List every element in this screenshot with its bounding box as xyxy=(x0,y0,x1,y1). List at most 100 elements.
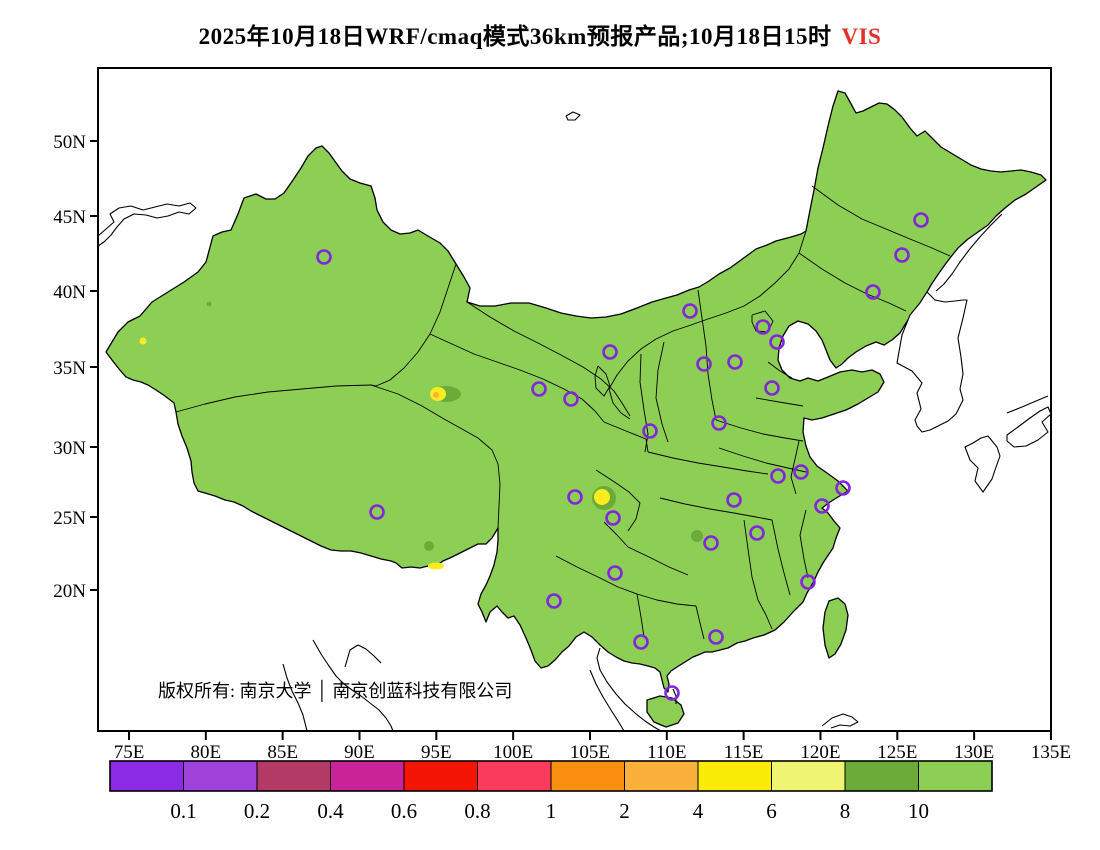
colorbar-cell xyxy=(256,760,331,792)
map-frame xyxy=(97,67,1052,732)
lon-tick-label: 120E xyxy=(800,742,840,763)
colorbar-tick-label: 0.8 xyxy=(464,799,490,823)
luzon-tip-line xyxy=(821,713,859,729)
colorbar-cell xyxy=(550,760,625,792)
station-marker xyxy=(726,492,742,508)
colorbar-cell xyxy=(844,760,919,792)
axes: 50N 45N 40N 35N 30N 25N 20N 75E 80E 85E 90E 95E 100E… xyxy=(53,132,1071,763)
station-marker xyxy=(664,685,680,701)
sichuan-spot-core xyxy=(594,489,610,505)
west-xinjiang-spot xyxy=(139,337,147,345)
lon-tick-label: 130E xyxy=(954,742,994,763)
title-main: 2025年10月18日WRF/cmaq模式36km预报产品;10月18日15时 xyxy=(199,23,832,49)
station-marker xyxy=(708,629,724,645)
taiwan-island xyxy=(822,597,849,659)
colorbar-cell xyxy=(624,760,699,792)
station-marker xyxy=(835,480,851,496)
station-marker xyxy=(696,356,712,372)
tarim-spot xyxy=(206,301,212,307)
colorbar-tick-label: 8 xyxy=(840,799,851,823)
lon-tick-label: 85E xyxy=(267,742,298,763)
lat-tick-label: 25N xyxy=(53,508,86,529)
hainan-island xyxy=(646,695,685,728)
station-marker xyxy=(602,344,618,360)
copyright-left: 版权所有: 南京大学 xyxy=(158,681,312,701)
lon-tick-label: 110E xyxy=(647,742,686,763)
station-marker xyxy=(316,249,332,265)
map-layers xyxy=(97,90,1052,732)
station-marker xyxy=(546,593,562,609)
hainan-strait-line xyxy=(672,688,677,704)
irrawaddy-line xyxy=(344,644,382,668)
station-marker xyxy=(711,415,727,431)
colorbar-tick-label: 0.6 xyxy=(391,799,417,823)
colorbar-tick-label: 0.4 xyxy=(317,799,344,823)
colorbar-tick-label: 1 xyxy=(546,799,557,823)
hunan-spot xyxy=(691,530,703,542)
station-marker xyxy=(682,303,698,319)
station-marker xyxy=(800,574,816,590)
lake-balkhash-outline xyxy=(97,202,197,247)
lat-tick-label: 40N xyxy=(53,282,86,303)
lat-tick-label: 45N xyxy=(53,207,86,228)
station-marker xyxy=(369,504,385,520)
lon-tick-label: 95E xyxy=(421,742,452,763)
station-marker xyxy=(605,510,621,526)
station-marker xyxy=(727,354,743,370)
colorbar-cell xyxy=(697,760,772,792)
page-title: 2025年10月18日WRF/cmaq模式36km预报产品;10月18日15时 V… xyxy=(199,23,882,49)
lon-tick-label: 115E xyxy=(724,742,763,763)
lat-tick-label: 30N xyxy=(53,438,86,459)
colorbar-tick-label: 0.2 xyxy=(244,799,270,823)
station-marker xyxy=(531,381,547,397)
station-markers xyxy=(316,212,929,701)
lon-tick-label: 100E xyxy=(493,742,533,763)
myanmar-coast-line-2 xyxy=(312,639,394,732)
lat-tick-label: 20N xyxy=(53,581,86,602)
colorbar-cell xyxy=(403,760,478,792)
station-marker xyxy=(814,498,830,514)
copyright-right: 南京创蓝科技有限公司 xyxy=(332,681,512,701)
colorbar-tick-label: 10 xyxy=(908,799,929,823)
station-marker xyxy=(764,380,780,396)
station-marker xyxy=(770,468,786,484)
station-marker xyxy=(769,334,785,350)
station-marker xyxy=(865,284,881,300)
honshu-outline xyxy=(1006,406,1052,448)
myanmar-coast-line-1 xyxy=(282,663,308,732)
bhutan-border-spot xyxy=(428,562,444,570)
copyright-text: 版权所有: 南京大学 | 南京创蓝科技有限公司 xyxy=(158,677,512,703)
russia-coast-line xyxy=(935,213,1003,292)
station-marker xyxy=(563,391,579,407)
colorbar-tick-label: 2 xyxy=(619,799,630,823)
lat-tick-label: 50N xyxy=(53,132,86,153)
station-marker xyxy=(793,464,809,480)
lon-tick-label: 90E xyxy=(344,742,375,763)
colorbar-cell xyxy=(109,760,184,792)
mongolia-lake-outline xyxy=(565,111,581,121)
colorbar: 0.1 0.2 0.4 0.6 0.8 1 2 4 6 8 10 xyxy=(109,760,993,823)
low-visibility-spots xyxy=(139,301,703,570)
station-marker xyxy=(703,535,719,551)
kyushu-outline xyxy=(964,435,1001,493)
lon-tick-label: 105E xyxy=(570,742,610,763)
lon-tick-label: 80E xyxy=(191,742,222,763)
lat-tick-label: 35N xyxy=(53,358,86,379)
colorbar-cell xyxy=(771,760,846,792)
colorbar-cell xyxy=(183,760,258,792)
colorbar-tick-label: 4 xyxy=(693,799,704,823)
station-marker xyxy=(642,423,658,439)
lon-tick-label: 135E xyxy=(1031,742,1071,763)
lon-tick-label: 125E xyxy=(877,742,917,763)
station-marker xyxy=(749,525,765,541)
colorbar-cell xyxy=(330,760,405,792)
station-marker xyxy=(633,634,649,650)
station-marker xyxy=(607,565,623,581)
lon-tick-label: 75E xyxy=(114,742,145,763)
qaidam-spot-center xyxy=(433,392,439,398)
colorbar-tick-label: 0.1 xyxy=(170,799,196,823)
tibet-se-spot xyxy=(424,541,434,551)
colorbar-cell xyxy=(918,760,993,792)
tonkin-gulf-line xyxy=(589,669,625,732)
